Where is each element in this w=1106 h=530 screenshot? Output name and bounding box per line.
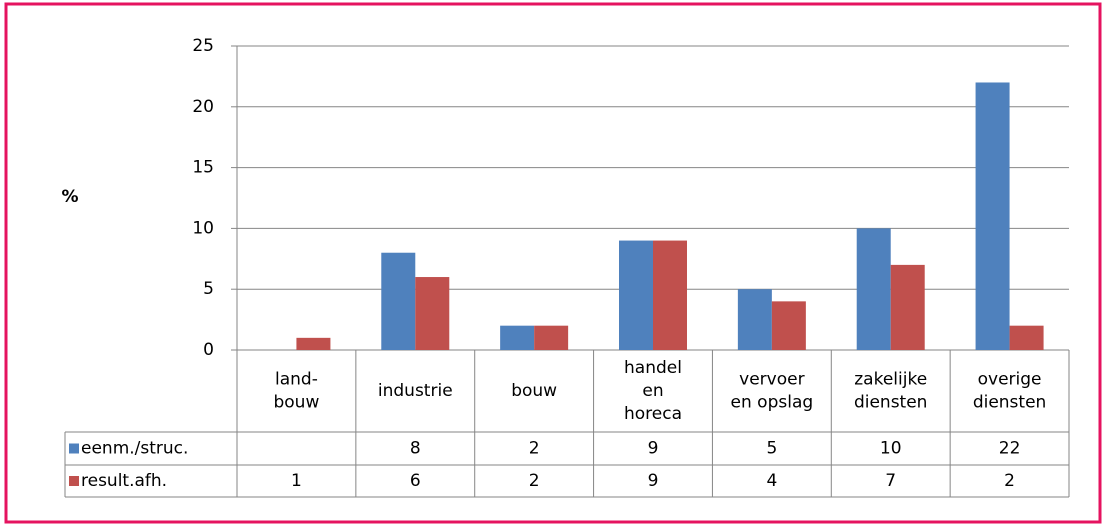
legend-swatch	[69, 476, 79, 486]
table-value: 9	[648, 439, 659, 459]
bar	[500, 325, 535, 350]
bar	[534, 325, 569, 350]
y-axis-label: %	[61, 187, 78, 207]
bar	[381, 252, 416, 350]
bar	[737, 289, 772, 350]
x-tick-label: diensten	[854, 393, 928, 413]
frame	[4, 2, 1102, 524]
table-value: 6	[410, 471, 421, 491]
x-tick-label: handel	[624, 358, 682, 378]
y-tick-label: 10	[192, 218, 214, 238]
table-value: 5	[766, 439, 777, 459]
x-tick-label: vervoer	[739, 370, 804, 390]
table-value: 2	[529, 471, 540, 491]
table-value: 1	[291, 471, 302, 491]
x-tick-label: diensten	[973, 393, 1047, 413]
x-tick-label: horeca	[624, 404, 682, 424]
bar	[1009, 325, 1044, 350]
table-value: 9	[648, 471, 659, 491]
table-value: 2	[529, 439, 540, 459]
bar	[415, 277, 450, 350]
y-tick-label: 15	[192, 158, 214, 178]
legend-label: result.afh.	[81, 471, 167, 491]
bar	[771, 301, 806, 350]
bar	[653, 240, 687, 350]
x-tick-label: land-	[275, 370, 318, 390]
legend-swatch	[69, 443, 79, 454]
bar	[296, 337, 331, 350]
y-tick-label: 25	[192, 36, 214, 56]
x-tick-label: bouw	[273, 393, 319, 413]
y-tick-label: 20	[192, 97, 214, 117]
y-tick-label: 0	[203, 340, 214, 360]
table-value: 7	[885, 471, 896, 491]
x-tick-label: bouw	[511, 381, 557, 401]
table-value: 2	[1004, 471, 1015, 491]
x-tick-label: zakelijke	[854, 370, 927, 390]
table-value: 22	[999, 439, 1021, 459]
x-tick-label: en	[642, 381, 663, 401]
y-tick-label: 5	[203, 279, 214, 299]
x-tick-label: en opslag	[731, 393, 814, 413]
table-value: 8	[410, 439, 421, 459]
bar	[619, 240, 653, 350]
bar	[890, 264, 925, 350]
table-value: 4	[766, 471, 777, 491]
x-tick-label: industrie	[378, 381, 453, 401]
legend-label: eenm./struc.	[81, 439, 188, 459]
table-value: 10	[880, 439, 902, 459]
bar	[975, 82, 1010, 350]
x-tick-label: overige	[978, 370, 1042, 390]
bar	[856, 228, 891, 350]
